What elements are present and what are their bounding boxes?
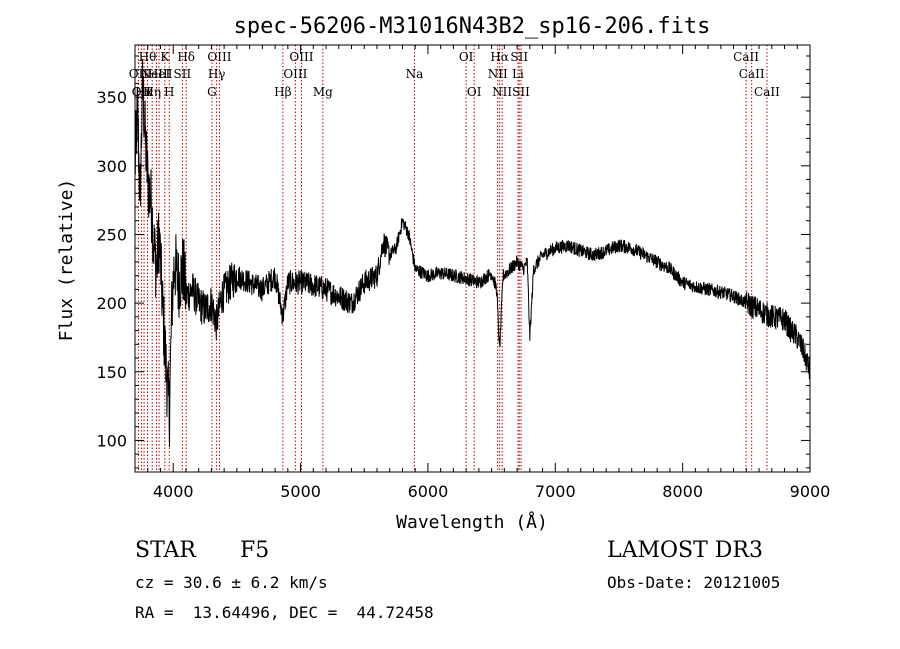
line-label: Hθ (139, 50, 157, 64)
line-label: CaII (739, 67, 765, 81)
line-label: NII (488, 67, 508, 81)
line-label: OI (467, 85, 482, 99)
object-class: STAR (135, 538, 196, 563)
line-label: OIII (283, 67, 307, 81)
line-label: HeI (148, 67, 171, 81)
line-label: OI (459, 50, 474, 64)
line-label: K (160, 50, 170, 64)
line-label: CaII (733, 50, 759, 64)
x-tick-label: 9000 (790, 482, 831, 501)
observation-date: Obs-Date: 20121005 (607, 573, 781, 592)
spectral-line-markers (137, 45, 768, 472)
line-label: Hη (143, 85, 161, 99)
line-label: H (164, 85, 174, 99)
chart-title: spec-56206-M31016N43B2_sp16-206.fits (234, 14, 711, 39)
y-axis-ticks: 100 150 200 250 300 350 (96, 55, 810, 469)
x-tick-label: 8000 (662, 482, 703, 501)
x-tick-label: 4000 (153, 482, 194, 501)
line-label: NeIII (141, 67, 173, 81)
line-label: Hβ (274, 85, 291, 99)
line-label: G (207, 85, 217, 99)
object-subclass: F5 (240, 538, 270, 563)
y-tick-label: 150 (96, 363, 127, 382)
x-tick-label: 7000 (535, 482, 576, 501)
line-label: Na (406, 67, 424, 81)
line-label: Hγ (208, 67, 226, 81)
line-label: SII (510, 50, 528, 64)
spectrum-trace (134, 58, 811, 448)
redshift-velocity: cz = 30.6 ± 6.2 km/s (135, 573, 328, 592)
line-label: Hκ (135, 85, 153, 99)
line-label: SII (512, 85, 530, 99)
line-label: SII (174, 67, 192, 81)
y-tick-label: 200 (96, 294, 127, 313)
x-tick-label: 5000 (280, 482, 321, 501)
line-label: OIII (207, 50, 231, 64)
line-label: Hα (490, 50, 509, 64)
y-axis-label: Flux (relative) (56, 179, 77, 342)
line-label: Li (512, 67, 524, 81)
plot-frame (134, 44, 811, 473)
line-label: CaII (754, 85, 780, 99)
y-tick-label: 100 (96, 431, 127, 450)
x-axis-label: Wavelength (Å) (396, 511, 548, 533)
x-axis-ticks: 4000 5000 6000 7000 8000 9000 (147, 45, 831, 501)
y-tick-label: 250 (96, 225, 127, 244)
survey-name: LAMOST DR3 (607, 538, 763, 563)
x-tick-label: 6000 (408, 482, 449, 501)
line-label: Hδ (177, 50, 195, 64)
line-label: NII (492, 85, 512, 99)
y-tick-label: 300 (96, 157, 127, 176)
spectral-line-labels: OIIOIIHκHθHηNeIIIHeIKHSIIHδGHγOIIIHβOIII… (129, 50, 780, 99)
y-tick-label: 350 (96, 88, 127, 107)
line-label: Mg (313, 85, 333, 99)
sky-coordinates: RA = 13.64496, DEC = 44.72458 (135, 603, 434, 622)
line-label: OIII (289, 50, 313, 64)
